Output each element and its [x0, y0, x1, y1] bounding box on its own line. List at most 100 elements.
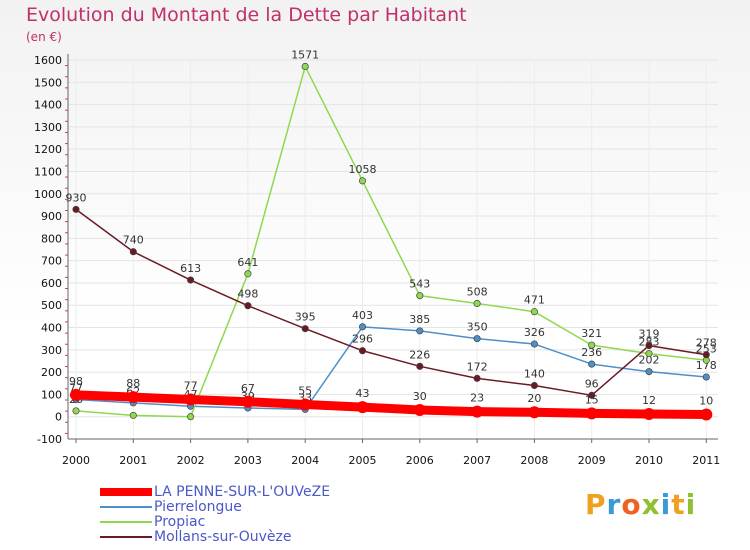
data-point-pierrelongue	[473, 335, 481, 343]
data-point-pierrelongue	[530, 340, 538, 348]
data-label-la-penne-sur-l-ouveze: 23	[470, 392, 484, 405]
chart-title: Evolution du Montant de la Dette par Hab…	[26, 4, 467, 26]
data-point-mollans-sur-ouv-ze	[530, 381, 538, 390]
data-label-mollans-sur-ouv-ze: 226	[409, 348, 430, 361]
data-point-mollans-sur-ouv-ze	[72, 205, 80, 213]
data-point-la-penne-sur-l-ouveze	[700, 408, 713, 421]
data-label-mollans-sur-ouv-ze: 498	[237, 288, 258, 301]
data-label-pierrelongue: 178	[696, 359, 717, 372]
data-point-mollans-sur-ouv-ze	[187, 276, 195, 284]
logo-letter: r	[606, 488, 622, 521]
y-tick-label: 900	[41, 210, 62, 223]
x-tick-label: 2000	[62, 454, 90, 467]
data-label-mollans-sur-ouv-ze: 319	[639, 328, 660, 341]
data-label-la-penne-sur-l-ouveze: 88	[126, 377, 140, 390]
y-tick-label: 200	[41, 366, 62, 379]
y-tick-label: -100	[37, 433, 62, 446]
data-point-pierrelongue	[358, 323, 367, 331]
y-tick-label: 500	[41, 299, 62, 312]
data-label-pierrelongue: 236	[581, 346, 602, 359]
data-point-la-penne-sur-l-ouveze	[127, 391, 140, 404]
series-line-pierrelongue	[75, 326, 708, 411]
data-label-propiac: 321	[581, 327, 602, 340]
data-point-propiac	[416, 292, 424, 300]
legend-label: Propiac	[154, 513, 206, 530]
legend-item: Propiac	[100, 513, 330, 530]
x-tick-label: 2001	[119, 454, 147, 467]
logo-letter: t	[671, 488, 686, 521]
y-tick-label: 300	[41, 344, 62, 357]
data-label-mollans-sur-ouv-ze: 613	[180, 262, 201, 275]
data-point-pierrelongue	[416, 327, 424, 335]
data-point-la-penne-sur-l-ouveze	[299, 398, 312, 411]
y-tick-label: 100	[41, 388, 62, 401]
x-tick-label: 2008	[520, 454, 548, 467]
data-point-pierrelongue	[702, 373, 710, 381]
data-label-la-penne-sur-l-ouveze: 67	[241, 382, 255, 395]
data-point-la-penne-sur-l-ouveze	[528, 406, 541, 419]
y-tick-label: 400	[41, 322, 62, 335]
data-point-propiac	[301, 62, 309, 71]
data-point-propiac	[645, 350, 653, 358]
data-point-pierrelongue	[645, 368, 653, 376]
x-tick-label: 2007	[463, 454, 491, 467]
data-label-mollans-sur-ouv-ze: 740	[123, 234, 144, 247]
y-tick-label: 600	[41, 277, 62, 290]
x-tick-label: 2004	[291, 454, 319, 467]
y-tick-label: 1400	[34, 99, 62, 112]
logo-letter: x	[641, 488, 661, 521]
legend: LA PENNE-SUR-L'OUVeZE Pierrelongue Propiac…	[100, 483, 331, 545]
data-point-propiac	[530, 308, 538, 316]
data-label-la-penne-sur-l-ouveze: 15	[585, 393, 599, 406]
data-label-mollans-sur-ouv-ze: 140	[524, 367, 545, 380]
legend-label: LA PENNE-SUR-L'OUVeZE	[154, 483, 331, 500]
data-label-propiac: 641	[237, 256, 258, 269]
data-point-mollans-sur-ouv-ze	[301, 325, 309, 333]
data-point-mollans-sur-ouv-ze	[416, 362, 424, 370]
data-label-mollans-sur-ouv-ze: 278	[696, 337, 717, 350]
x-tick-label: 2005	[349, 454, 377, 467]
logo-letter: o	[621, 488, 642, 521]
data-label-propiac: 471	[524, 294, 545, 307]
legend-item: Pierrelongue	[100, 499, 330, 515]
logo-letter: P	[585, 488, 607, 521]
data-label-la-penne-sur-l-ouveze: 77	[184, 380, 198, 393]
legend-item: LA PENNE-SUR-L'OUVeZE	[100, 483, 331, 500]
y-tick-label: 1300	[34, 121, 62, 134]
plot-area	[68, 60, 718, 439]
data-label-la-penne-sur-l-ouveze: 55	[298, 384, 312, 397]
data-point-la-penne-sur-l-ouveze	[643, 408, 655, 421]
data-label-la-penne-sur-l-ouveze: 20	[527, 392, 541, 405]
series-line-la-penne-sur-l-ouveze	[71, 390, 711, 419]
data-label-propiac: 1571	[291, 48, 319, 61]
data-point-propiac	[72, 407, 80, 415]
data-point-mollans-sur-ouv-ze	[358, 347, 367, 355]
data-point-la-penne-sur-l-ouveze	[184, 393, 197, 406]
legend-swatch	[100, 520, 152, 523]
data-point-propiac	[187, 413, 195, 421]
legend-swatch	[100, 487, 152, 496]
data-point-mollans-sur-ouv-ze	[244, 302, 252, 310]
data-point-mollans-sur-ouv-ze	[129, 248, 137, 256]
data-label-mollans-sur-ouv-ze: 395	[295, 311, 316, 324]
y-tick-label: 1000	[34, 188, 62, 201]
data-label-la-penne-sur-l-ouveze: 43	[356, 387, 370, 400]
data-label-mollans-sur-ouv-ze: 296	[352, 333, 373, 346]
data-point-la-penne-sur-l-ouveze	[413, 404, 426, 417]
data-label-mollans-sur-ouv-ze: 96	[585, 377, 599, 390]
data-label-propiac: 543	[409, 278, 430, 291]
data-label-pierrelongue: 350	[467, 321, 488, 334]
x-tick-label: 2011	[692, 454, 720, 467]
data-point-mollans-sur-ouv-ze	[702, 351, 710, 359]
data-label-la-penne-sur-l-ouveze: 30	[413, 390, 427, 403]
data-point-mollans-sur-ouv-ze	[588, 391, 596, 399]
data-point-la-penne-sur-l-ouveze	[356, 401, 369, 414]
data-point-la-penne-sur-l-ouveze	[585, 407, 598, 420]
data-label-propiac: 253	[696, 342, 717, 355]
x-tick-label: 2009	[578, 454, 606, 467]
x-tick-label: 2010	[635, 454, 663, 467]
data-point-la-penne-sur-l-ouveze	[241, 395, 254, 408]
data-label-mollans-sur-ouv-ze: 172	[467, 360, 488, 373]
y-tick-label: 0	[55, 411, 62, 424]
